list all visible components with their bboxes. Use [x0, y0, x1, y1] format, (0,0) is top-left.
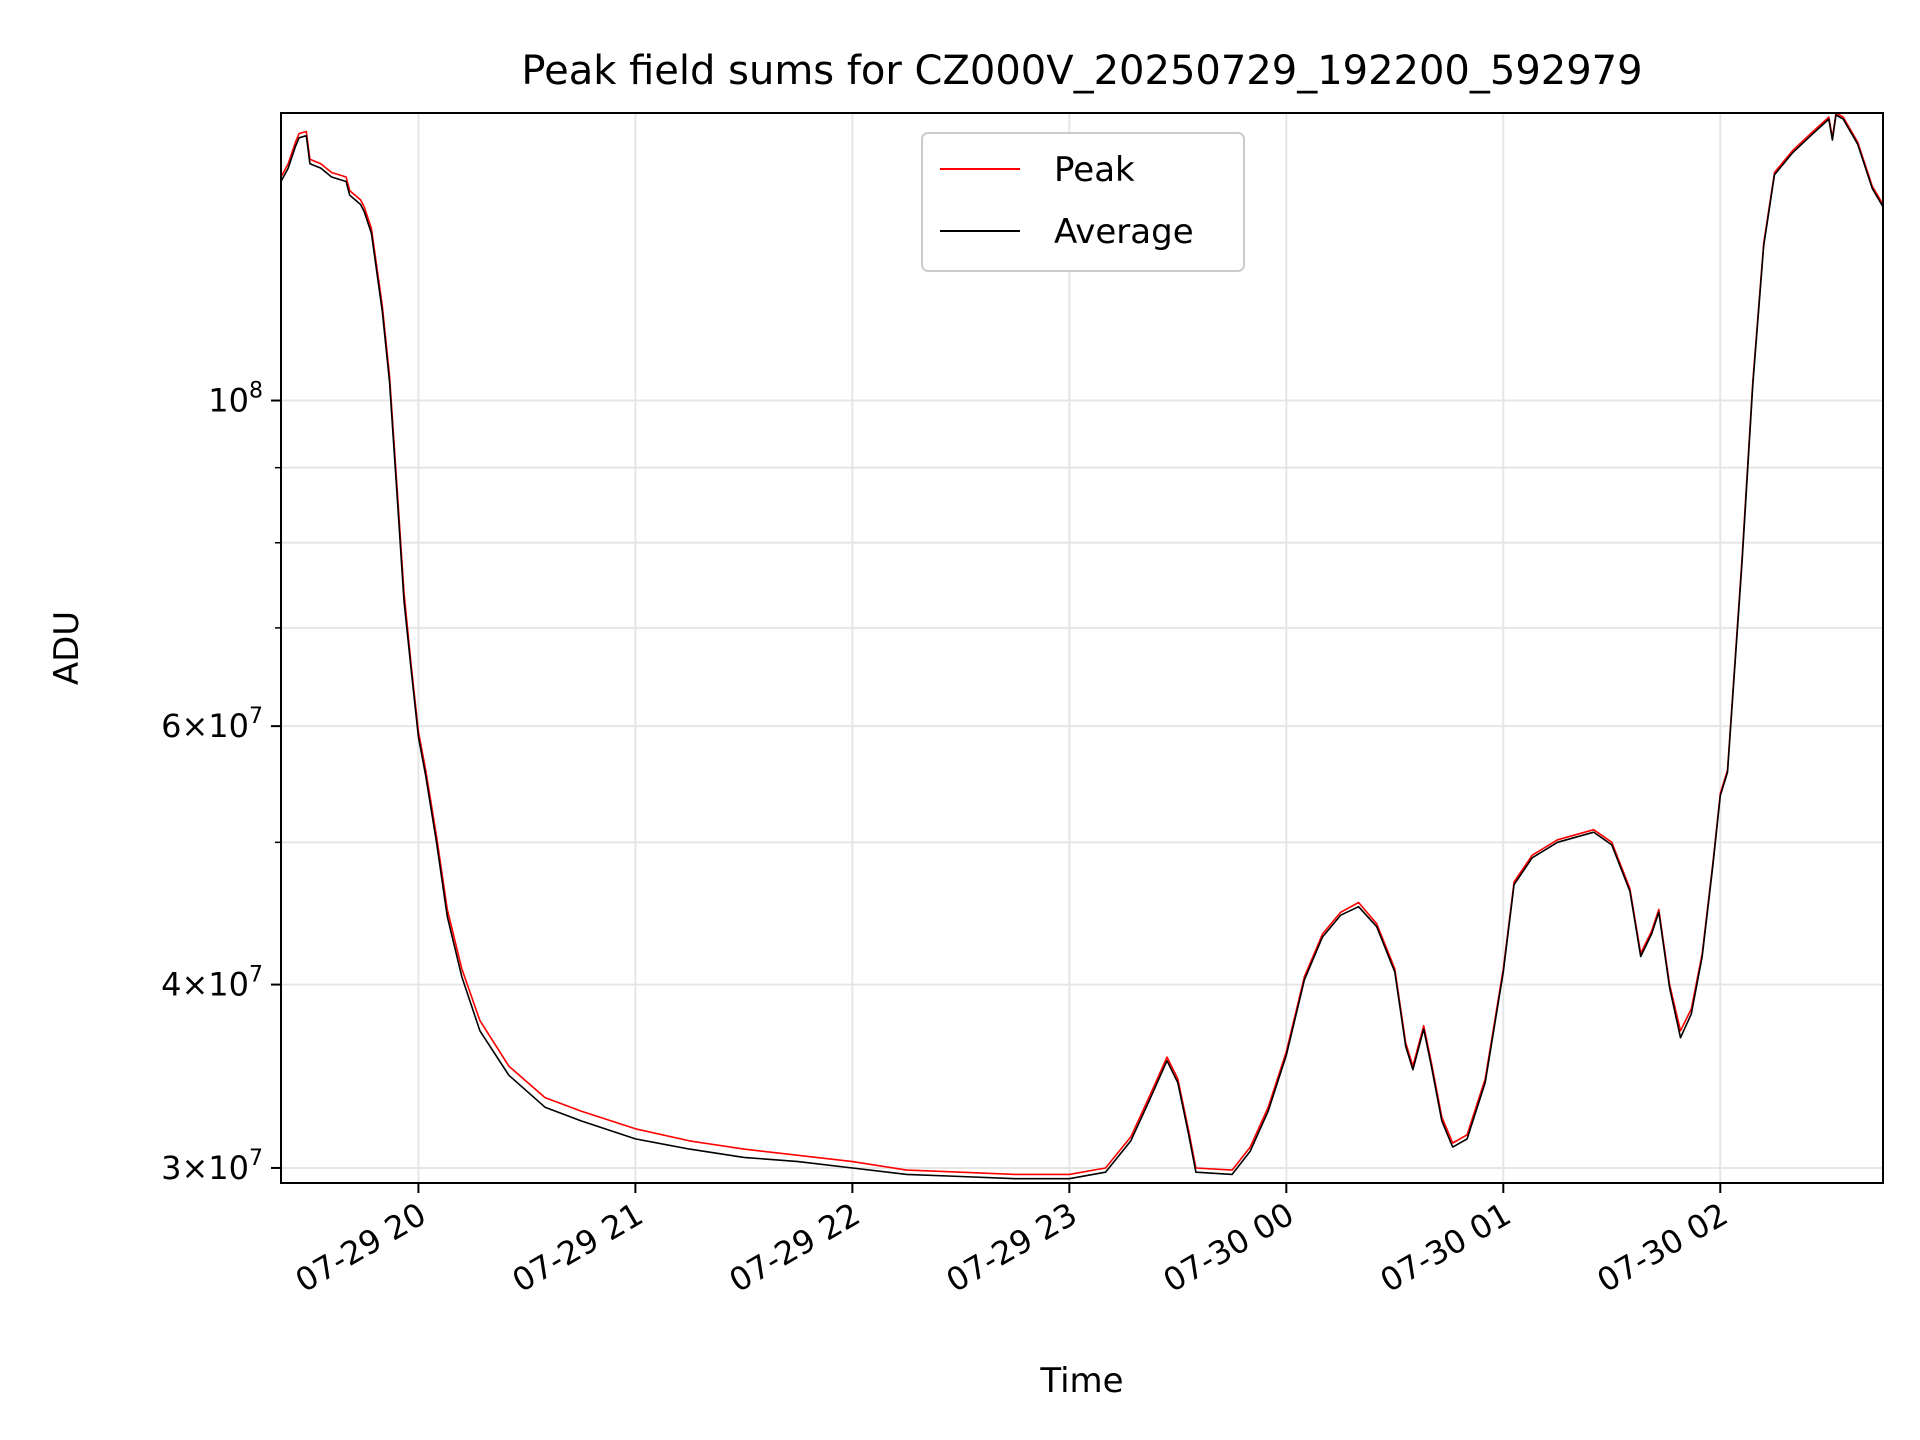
- legend-box: [921, 132, 1245, 272]
- grid: [281, 113, 1883, 1183]
- plot-frame: [280, 112, 1884, 1184]
- legend: Peak Average: [921, 132, 1245, 272]
- x-axis-label: Time: [1039, 1361, 1123, 1401]
- legend-label-peak: Peak: [1054, 150, 1135, 190]
- series-layer: [280, 112, 1884, 1180]
- y-axis-label: ADU: [47, 611, 87, 685]
- chart-title: Peak field sums for CZ000V_20250729_1922…: [521, 48, 1642, 94]
- y-tick-label: 108: [208, 379, 263, 420]
- series-line-average: [280, 114, 1884, 1180]
- y-tick-label: 3×107: [161, 1146, 263, 1187]
- legend-label-average: Average: [1054, 212, 1194, 252]
- y-tick-label: 6×107: [161, 704, 263, 745]
- y-axis: 3×107 4×107 6×107 108: [161, 379, 281, 1187]
- y-tick-label: 4×107: [161, 963, 263, 1004]
